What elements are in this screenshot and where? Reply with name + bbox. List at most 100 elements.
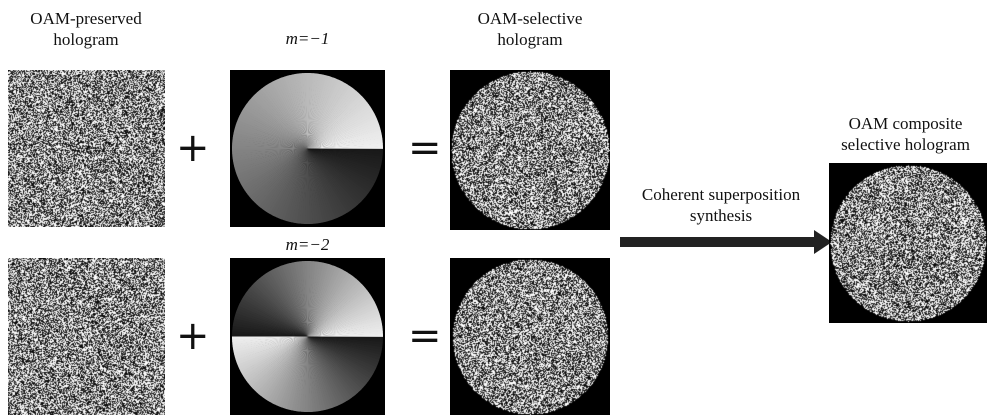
phase-wedge xyxy=(249,285,308,337)
phase-wedge xyxy=(238,303,308,337)
phase-wedge xyxy=(269,148,308,216)
phase-wedge xyxy=(307,148,357,209)
phase-wedge xyxy=(307,132,382,149)
phase-wedge xyxy=(307,148,319,224)
phase-wedge xyxy=(307,148,331,222)
spiral-phase-m2 xyxy=(230,258,385,415)
phase-wedge xyxy=(307,148,313,224)
phase-wedge xyxy=(232,148,308,152)
phase-wedge xyxy=(289,262,308,337)
phase-wedge xyxy=(307,148,377,182)
phase-wedge xyxy=(307,336,339,407)
phase-wedge xyxy=(254,336,308,393)
phase-wedge xyxy=(267,270,308,337)
phase-wedge xyxy=(307,94,363,149)
phase-wedge xyxy=(279,77,308,149)
phase-wedge xyxy=(272,80,308,149)
composite-hologram-title: OAM composite selective hologram xyxy=(820,113,991,155)
phase-wedge xyxy=(253,93,308,149)
phase-wedge xyxy=(307,122,380,149)
phase-wedge xyxy=(251,283,308,337)
phase-wedge xyxy=(307,336,348,403)
phase-wedge xyxy=(307,148,334,221)
phase-wedge xyxy=(307,81,346,149)
preserved-title-line2: hologram xyxy=(53,30,119,49)
phase-wedge xyxy=(235,148,308,175)
phase-wedge xyxy=(237,336,308,368)
phase-wedge xyxy=(307,92,361,149)
arrow-label: Coherent superposition synthesis xyxy=(612,184,830,226)
phase-wedge xyxy=(253,281,308,337)
phase-wedge xyxy=(307,268,344,337)
m1-label-text: m=−1 xyxy=(285,29,330,48)
phase-wedge xyxy=(302,73,308,149)
phase-wedge xyxy=(307,148,354,210)
phase-wedge xyxy=(274,267,308,337)
phase-wedge xyxy=(279,265,308,337)
phase-wedge xyxy=(284,263,308,337)
phase-wedge xyxy=(265,84,308,149)
phase-wedge xyxy=(307,290,369,337)
phase-wedge xyxy=(307,284,364,337)
phase-wedge xyxy=(261,275,308,337)
phase-wedge xyxy=(236,336,308,365)
phase-wedge xyxy=(307,294,372,337)
preserved-noise-row2 xyxy=(8,258,165,415)
phase-wedge xyxy=(307,130,382,149)
phase-wedge xyxy=(265,272,308,337)
phase-wedge xyxy=(286,263,308,337)
phase-wedge xyxy=(307,303,377,337)
phase-wedge xyxy=(240,336,308,375)
phase-wedge xyxy=(237,117,308,149)
phase-wedge xyxy=(264,148,308,213)
phase-wedge xyxy=(307,148,369,196)
phase-wedge xyxy=(307,135,383,149)
phase-wedge xyxy=(256,148,308,207)
phase-wedge xyxy=(307,148,352,212)
phase-wedge xyxy=(243,148,308,191)
phase-wedge xyxy=(271,148,308,217)
phase-wedge xyxy=(249,336,308,388)
phase-wedge xyxy=(307,269,346,337)
phase-wedge xyxy=(307,336,311,412)
phase-wedge xyxy=(281,76,308,149)
phase-wedge xyxy=(246,148,308,195)
phase-wedge xyxy=(252,336,308,391)
phase-wedge xyxy=(307,296,374,337)
phase-wedge xyxy=(307,336,371,382)
phase-wedge xyxy=(307,148,326,223)
phase-wedge xyxy=(244,291,308,337)
phase-wedge xyxy=(304,261,308,337)
spiral-phase-m1 xyxy=(230,70,385,227)
phase-wedge xyxy=(307,120,379,149)
phase-wedge xyxy=(307,336,354,398)
phase-wedge xyxy=(239,300,308,337)
phase-wedge xyxy=(307,336,357,397)
phase-wedge xyxy=(307,333,383,337)
phase-wedge xyxy=(286,75,308,149)
phase-wedge xyxy=(244,148,308,193)
phase-wedge xyxy=(307,83,348,149)
phase-wedge xyxy=(269,269,308,337)
phase-wedge xyxy=(263,273,308,337)
phase-wedge xyxy=(307,331,383,337)
composite-title-line1: OAM composite xyxy=(848,114,963,133)
phase-wedge xyxy=(307,278,359,337)
selective-hologram-title: OAM-selective hologram xyxy=(450,8,610,50)
phase-wedge xyxy=(237,305,308,337)
phase-wedge xyxy=(307,79,341,149)
phase-wedge xyxy=(232,148,308,160)
phase-wedge xyxy=(291,262,308,337)
phase-wedge xyxy=(233,148,308,165)
phase-wedge xyxy=(307,318,382,337)
phase-wedge xyxy=(307,310,380,337)
phase-wedge xyxy=(232,148,308,157)
phase-wedge xyxy=(263,85,308,149)
phase-wedge xyxy=(234,148,308,172)
phase-wedge xyxy=(307,148,316,224)
phase-wedge xyxy=(276,148,308,219)
phase-wedge xyxy=(307,148,371,194)
phase-wedge xyxy=(307,148,373,189)
phase-wedge xyxy=(307,336,372,380)
phase-wedge xyxy=(307,148,350,213)
